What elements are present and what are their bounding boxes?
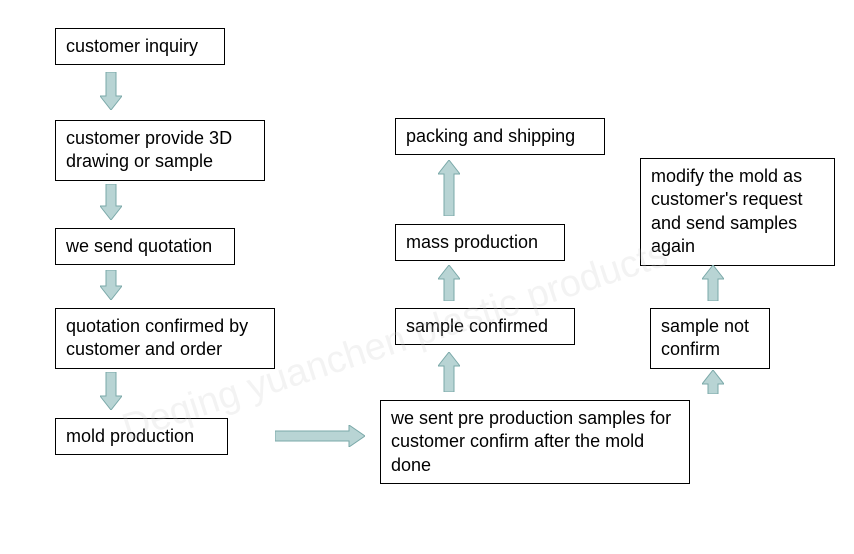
- flowchart-node-n10: modify the mold as customer's request an…: [640, 158, 835, 266]
- flowchart-node-n3: we send quotation: [55, 228, 235, 265]
- flowchart-node-n2: customer provide 3D drawing or sample: [55, 120, 265, 181]
- flowchart-node-n5: mold production: [55, 418, 228, 455]
- arrow-n6-to-n8: [702, 370, 724, 394]
- arrow-n3-to-n4: [100, 270, 122, 300]
- flowchart-node-n4: quotation confirmed by customer and orde…: [55, 308, 275, 369]
- arrow-n9-to-n11: [438, 160, 460, 216]
- flowchart-node-n11: packing and shipping: [395, 118, 605, 155]
- arrow-n8-to-n10: [702, 265, 724, 301]
- flowchart-node-n9: mass production: [395, 224, 565, 261]
- arrow-n6-to-n7: [438, 352, 460, 392]
- flowchart-node-n8: sample not confirm: [650, 308, 770, 369]
- arrow-n5-to-n6: [275, 425, 365, 447]
- flowchart-node-n6: we sent pre production samples for custo…: [380, 400, 690, 484]
- arrow-n4-to-n5: [100, 372, 122, 410]
- arrow-n7-to-n9: [438, 265, 460, 301]
- arrow-n1-to-n2: [100, 72, 122, 110]
- arrow-n2-to-n3: [100, 184, 122, 220]
- flowchart-node-n1: customer inquiry: [55, 28, 225, 65]
- flowchart-node-n7: sample confirmed: [395, 308, 575, 345]
